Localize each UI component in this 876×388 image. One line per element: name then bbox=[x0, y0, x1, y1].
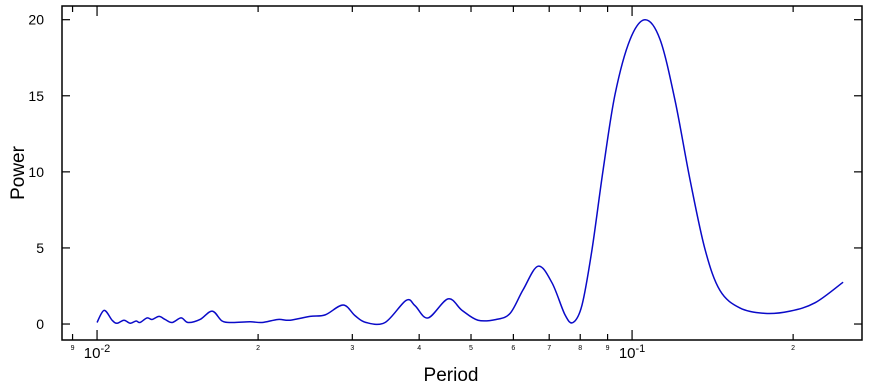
x-tick-label: 9 bbox=[71, 345, 75, 352]
x-tick-label: 3 bbox=[350, 345, 354, 352]
y-tick-label: 0 bbox=[36, 316, 44, 332]
x-tick-label: 6 bbox=[511, 345, 515, 352]
y-tick-label: 5 bbox=[36, 240, 44, 256]
x-tick-exponent: -1 bbox=[636, 343, 646, 355]
y-tick-label: 20 bbox=[28, 12, 44, 28]
x-tick-base: 10 bbox=[84, 345, 101, 362]
data-line bbox=[96, 18, 844, 326]
x-tick-label: 2 bbox=[256, 345, 260, 352]
x-tick-exponent: -2 bbox=[100, 343, 110, 355]
x-tick-label: 4 bbox=[417, 345, 421, 352]
x-tick-label: 10-2 bbox=[84, 343, 110, 362]
x-tick-label: 8 bbox=[578, 345, 582, 352]
x-tick-label: 9 bbox=[606, 345, 610, 352]
x-tick-label: 5 bbox=[469, 345, 473, 352]
plot-frame bbox=[61, 5, 863, 341]
y-axis-label: Power bbox=[8, 145, 29, 200]
x-axis-label: Period bbox=[424, 365, 479, 386]
x-tick-label: 2 bbox=[791, 345, 795, 352]
y-tick-label: 15 bbox=[28, 88, 44, 104]
x-tick-base: 10 bbox=[619, 345, 636, 362]
y-tick-label: 10 bbox=[28, 164, 44, 180]
x-tick-label: 10-1 bbox=[619, 343, 645, 362]
x-tick-label: 7 bbox=[547, 345, 551, 352]
